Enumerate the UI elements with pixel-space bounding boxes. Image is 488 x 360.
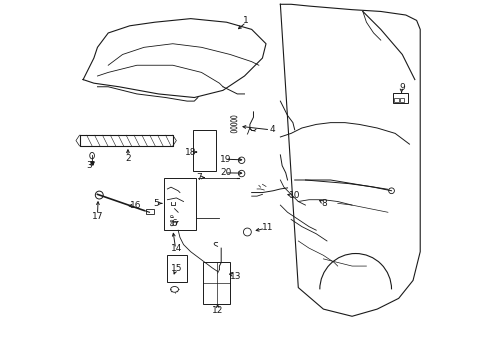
Text: 10: 10 xyxy=(288,191,300,200)
Text: 19: 19 xyxy=(220,155,231,164)
Text: 3: 3 xyxy=(86,161,92,170)
Bar xyxy=(394,98,398,102)
Bar xyxy=(392,93,407,103)
Text: 6: 6 xyxy=(171,219,177,228)
Text: 4: 4 xyxy=(269,125,275,134)
Text: 7: 7 xyxy=(195,173,201,182)
Text: 15: 15 xyxy=(171,265,183,274)
Text: 9: 9 xyxy=(399,83,405,92)
Bar xyxy=(203,262,230,304)
Text: 11: 11 xyxy=(261,223,273,232)
Text: 13: 13 xyxy=(229,272,241,281)
Text: 1: 1 xyxy=(243,16,249,25)
Bar xyxy=(163,178,196,230)
Text: 12: 12 xyxy=(211,306,223,315)
Bar xyxy=(399,98,404,102)
Bar xyxy=(192,130,215,171)
Text: 16: 16 xyxy=(130,201,142,210)
Text: 8: 8 xyxy=(321,199,326,208)
Bar xyxy=(167,255,187,282)
Text: 18: 18 xyxy=(184,148,196,157)
Text: 17: 17 xyxy=(92,212,103,221)
Text: 14: 14 xyxy=(171,244,183,253)
Text: 5: 5 xyxy=(153,199,159,208)
Text: 2: 2 xyxy=(125,154,130,163)
Text: 20: 20 xyxy=(220,168,231,177)
